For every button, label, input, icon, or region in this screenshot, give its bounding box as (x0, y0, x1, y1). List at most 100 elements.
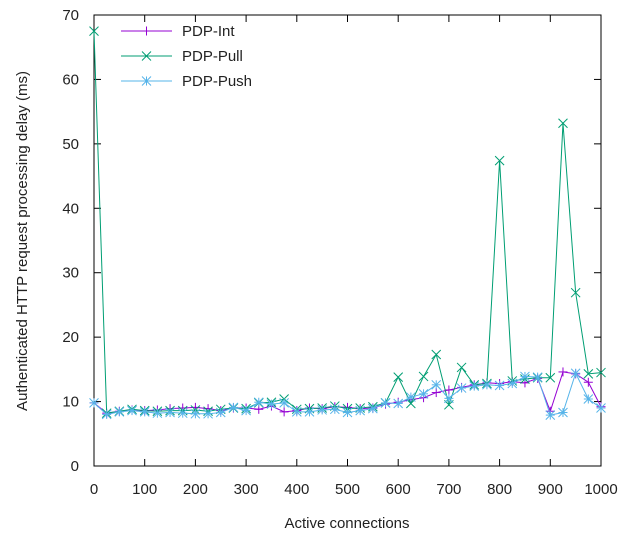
y-tick-label: 70 (62, 7, 79, 24)
data-point-stroke (139, 407, 150, 417)
data-point (177, 408, 188, 419)
x-tick-label: 900 (538, 481, 563, 498)
data-point (406, 392, 416, 402)
data-point (291, 407, 302, 417)
data-point-stroke (583, 394, 594, 404)
data-point-stroke (367, 403, 378, 414)
data-point-stroke (494, 380, 505, 391)
x-tick-label: 500 (335, 481, 360, 498)
data-point (266, 399, 277, 410)
data-point-stroke (558, 118, 568, 129)
data-point-stroke (101, 409, 112, 420)
data-point (418, 388, 429, 399)
data-point (469, 381, 480, 391)
data-point-stroke (266, 399, 277, 410)
data-point-stroke (558, 407, 568, 418)
data-point-stroke (127, 405, 137, 416)
series-pdp-pull (89, 26, 606, 419)
data-point (444, 393, 454, 404)
data-point-stroke (304, 407, 315, 417)
data-point-stroke (545, 372, 556, 383)
data-point (152, 408, 163, 419)
legend-item: PDP-Pull (121, 48, 243, 65)
data-point (190, 408, 201, 419)
data-point-stroke (431, 379, 442, 390)
data-point-stroke (203, 408, 213, 419)
data-point-stroke (393, 398, 404, 409)
data-point-stroke (291, 407, 302, 417)
data-point-stroke (279, 398, 289, 408)
x-tick-label: 600 (386, 481, 411, 498)
data-point-stroke (444, 393, 454, 404)
data-point-stroke (152, 408, 163, 419)
data-point-stroke (190, 408, 201, 419)
data-point (545, 410, 556, 420)
x-tick-label: 1000 (584, 481, 617, 498)
data-point-stroke (165, 407, 175, 418)
data-point-stroke (393, 372, 404, 382)
data-point-stroke (570, 368, 581, 379)
data-point-stroke (177, 408, 188, 419)
data-point (583, 394, 594, 404)
data-point (355, 405, 366, 416)
data-point (114, 407, 125, 417)
data-point-stroke (456, 383, 467, 393)
data-point (165, 407, 175, 418)
data-point (596, 367, 606, 378)
data-point (570, 287, 581, 298)
data-point (507, 378, 518, 389)
x-tick-label: 0 (90, 481, 98, 498)
data-point (482, 379, 492, 390)
legend-marker (141, 76, 152, 86)
data-point-stroke (89, 398, 99, 408)
data-point (317, 405, 328, 415)
series-layer (89, 26, 606, 420)
data-point (101, 409, 112, 420)
data-point (279, 398, 289, 408)
data-point (558, 118, 568, 129)
x-axis-title: Active connections (284, 515, 409, 532)
plot-frame (93, 14, 602, 467)
data-point (367, 403, 378, 414)
x-tick-label: 800 (487, 481, 512, 498)
data-point (342, 407, 353, 418)
legend-label: PDP-Pull (182, 48, 243, 65)
data-point-stroke (253, 397, 264, 408)
legend-marker (142, 26, 151, 36)
y-tick-label: 20 (62, 329, 79, 346)
data-point (139, 407, 150, 417)
data-point (494, 155, 505, 166)
data-point (558, 407, 568, 418)
data-point (203, 408, 213, 419)
data-point-stroke (114, 407, 125, 417)
data-point-stroke (596, 367, 606, 378)
data-point (431, 388, 441, 398)
legend-item: PDP-Push (121, 73, 252, 90)
data-point-stroke (418, 371, 429, 382)
series-line (93, 31, 602, 414)
data-point (304, 407, 315, 417)
x-tick-label: 200 (183, 481, 208, 498)
data-point (456, 362, 467, 373)
data-point (89, 26, 99, 36)
data-point (393, 398, 404, 409)
data-point-stroke (469, 381, 480, 391)
data-point-stroke (380, 398, 391, 408)
data-point-stroke (418, 388, 429, 399)
data-point (494, 380, 505, 391)
legend-label: PDP-Int (182, 23, 235, 40)
data-point (558, 367, 568, 377)
data-point-stroke (494, 155, 505, 166)
y-tick-label: 10 (62, 394, 79, 411)
data-point (431, 349, 442, 360)
data-point (532, 372, 543, 382)
y-tick-label: 30 (62, 265, 79, 282)
data-point-stroke (456, 362, 467, 373)
data-point-stroke (482, 379, 492, 390)
data-point (431, 379, 442, 390)
series-pdp-push (89, 368, 606, 420)
data-point (329, 404, 340, 415)
data-point-stroke (431, 349, 442, 360)
data-point (215, 407, 226, 418)
data-point-stroke (583, 369, 594, 379)
